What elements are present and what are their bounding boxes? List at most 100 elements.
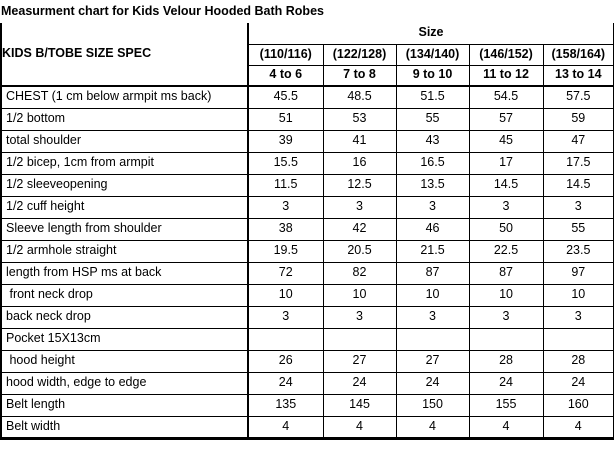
age-range-header: 13 to 14 [542,64,614,87]
table-row: total shoulder 39 41 43 45 47 [0,129,614,153]
spec-label: back neck drop [0,305,249,329]
value-cell: 3 [395,305,470,329]
size-range-header: (158/164) [542,43,614,66]
table-row: hood width, edge to edge 24 24 24 24 24 [0,371,614,395]
value-cell [247,327,324,351]
spec-label: CHEST (1 cm below armpit ms back) [0,85,249,109]
value-cell: 59 [542,107,614,131]
value-cell: 43 [395,129,470,153]
value-cell: 51 [247,107,324,131]
spec-label: 1/2 bicep, 1cm from armpit [0,151,249,175]
value-cell: 3 [322,305,397,329]
spec-label: 1/2 sleeveopening [0,173,249,197]
age-range-row: 4 to 6 7 to 8 9 to 10 11 to 12 13 to 14 [1,64,614,87]
value-cell: 51.5 [395,85,470,109]
age-range-header: 4 to 6 [247,64,324,87]
value-cell: 150 [395,393,470,417]
value-cell: 42 [322,217,397,241]
value-cell: 145 [322,393,397,417]
value-cell: 47 [542,129,614,153]
value-cell: 3 [395,195,470,219]
value-cell: 3 [468,305,544,329]
value-cell: 3 [247,305,324,329]
size-range-row: (110/116) (122/128) (134/140) (146/152) … [1,43,614,66]
spec-label: 1/2 armhole straight [0,239,249,263]
value-cell: 57 [468,107,544,131]
spec-label: total shoulder [0,129,249,153]
table-row: length from HSP ms at back 72 82 87 87 97 [0,261,614,285]
value-cell: 22.5 [468,239,544,263]
value-cell: 38 [247,217,324,241]
table-row: Sleeve length from shoulder 38 42 46 50 55 [0,217,614,241]
size-range-header: (134/140) [395,43,470,66]
value-cell: 24 [542,371,614,395]
value-cell: 72 [247,261,324,285]
value-cell: 16.5 [395,151,470,175]
table-row: hood height 26 27 27 28 28 [0,349,614,373]
value-cell: 16 [322,151,397,175]
value-cell: 28 [468,349,544,373]
age-range-header: 7 to 8 [322,64,397,87]
value-cell: 17.5 [542,151,614,175]
title-spacer-cell [543,0,614,23]
value-cell: 15.5 [247,151,324,175]
value-cell: 39 [247,129,324,153]
value-cell: 21.5 [395,239,470,263]
value-cell: 57.5 [542,85,614,109]
value-cell: 24 [468,371,544,395]
spec-label: front neck drop [0,283,249,307]
size-header-row: KIDS B/TOBE SIZE SPEC Size [0,23,614,87]
value-cell: 4 [542,415,614,440]
value-cell: 97 [542,261,614,285]
table-row: front neck drop 10 10 10 10 10 [0,283,614,307]
value-cell [322,327,397,351]
value-cell: 3 [542,305,614,329]
spec-label: Pocket 15X13cm [0,327,249,351]
value-cell: 160 [542,393,614,417]
spec-label: length from HSP ms at back [0,261,249,285]
value-cell: 82 [322,261,397,285]
value-cell: 50 [468,217,544,241]
value-cell: 14.5 [542,173,614,197]
table-row: CHEST (1 cm below armpit ms back) 45.5 48.… [0,85,614,109]
measurement-table: Measurment chart for Kids Velour Hooded … [0,0,614,440]
value-cell: 41 [322,129,397,153]
size-range-header: (122/128) [322,43,397,66]
value-cell: 45.5 [247,85,324,109]
value-cell: 27 [395,349,470,373]
spec-label: Belt length [0,393,249,417]
value-cell: 26 [247,349,324,373]
age-range-header: 9 to 10 [395,64,470,87]
size-range-header: (146/152) [468,43,544,66]
value-cell: 155 [468,393,544,417]
value-cell: 28 [542,349,614,373]
value-cell: 3 [468,195,544,219]
title-spacer-cell [469,0,543,23]
table-row: 1/2 sleeveopening 11.5 12.5 13.5 14.5 14.5 [0,173,614,197]
measurement-rows: CHEST (1 cm below armpit ms back) 45.5 48.… [0,85,614,440]
spec-label: Sleeve length from shoulder [0,217,249,241]
value-cell: 3 [542,195,614,219]
value-cell: 13.5 [395,173,470,197]
value-cell: 3 [247,195,324,219]
value-cell: 11.5 [247,173,324,197]
value-cell: 45 [468,129,544,153]
value-cell [395,327,470,351]
table-row: 1/2 bottom 51 53 55 57 59 [0,107,614,131]
spec-label: 1/2 bottom [0,107,249,131]
value-cell: 4 [247,415,324,440]
value-cell: 24 [247,371,324,395]
value-cell: 10 [395,283,470,307]
value-cell: 48.5 [322,85,397,109]
table-row: 1/2 armhole straight 19.5 20.5 21.5 22.5 23.5 [0,239,614,263]
spec-label: hood height [0,349,249,373]
table-row: Belt length 135 145 150 155 160 [0,393,614,417]
spec-label: Belt width [0,415,249,440]
title-row: Measurment chart for Kids Velour Hooded … [1,0,614,23]
table-row: Belt width 4 4 4 4 4 [0,415,614,440]
table-row: Pocket 15X13cm [0,327,614,351]
value-cell: 55 [395,107,470,131]
table-row: 1/2 bicep, 1cm from armpit 15.5 16 16.5 17 17… [0,151,614,175]
value-cell: 87 [468,261,544,285]
